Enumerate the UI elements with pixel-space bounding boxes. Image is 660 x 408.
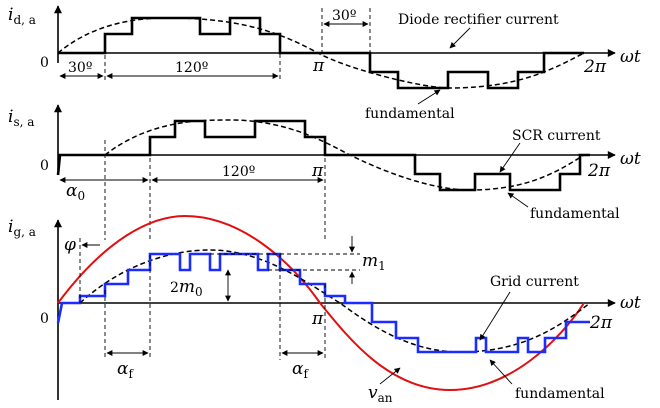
top-fundamental-pointer — [417, 89, 441, 105]
top-pi-label: π — [312, 56, 325, 76]
bot-two-pi-label: 2π — [589, 313, 613, 333]
bot-origin-label: 0 — [40, 311, 49, 327]
bot-fundamental-curve — [79, 249, 591, 353]
top-y-label: id, a — [8, 5, 36, 27]
bot-grid-voltage-curve — [57, 214, 585, 392]
top-diode-current-wave — [58, 16, 584, 90]
top-angle-30-right-label: 30º — [332, 8, 356, 24]
top-curve-label: Diode rectifier current — [398, 12, 559, 28]
mid-x-axis-label: ωt — [620, 149, 641, 169]
mid-pi-label: π — [311, 161, 324, 181]
top-x-axis-label: ωt — [620, 47, 641, 67]
panel-grid: ig, a 0 ωt π 2π φ m1 2m0 αf αf Grid curr… — [8, 214, 641, 405]
bot-fundamental-label: fundamental — [515, 386, 605, 402]
bot-grid-current-wave — [56, 252, 590, 354]
top-curve-pointer — [449, 27, 471, 49]
bot-alpha-f-left-label: αf — [117, 359, 134, 381]
bot-phi-label: φ — [64, 235, 76, 255]
top-origin-label: 0 — [40, 55, 49, 71]
mid-angle-120-label: 120º — [222, 164, 255, 180]
mid-two-pi-label: 2π — [587, 161, 611, 181]
mid-curve-pointer — [499, 142, 521, 173]
mid-alpha0-label: α0 — [66, 181, 85, 203]
top-two-pi-label: 2π — [583, 57, 607, 77]
top-angle-120-label: 120º — [175, 60, 208, 76]
bot-voltage-label: van — [368, 383, 393, 405]
panel-diode-rectifier: id, a 0 ωt π 2π 30º 120º 30º Diode recti… — [8, 5, 641, 122]
mid-fundamental-pointer — [507, 192, 529, 208]
mid-fundamental-label: fundamental — [530, 206, 620, 222]
bot-fundamental-pointer — [489, 359, 513, 385]
mid-y-label: is, a — [8, 107, 34, 129]
top-angle-30-left-label: 30º — [68, 60, 92, 76]
bot-pi-label: π — [311, 309, 324, 329]
bot-alpha-f-right-label: αf — [292, 359, 309, 381]
bot-curve-label: Grid current — [490, 274, 579, 290]
mid-origin-label: 0 — [40, 158, 49, 174]
bot-y-label: ig, a — [8, 217, 36, 239]
bot-curve-pointer — [479, 291, 511, 341]
bot-m1-label: m1 — [362, 251, 386, 273]
mid-curve-label: SCR current — [512, 128, 601, 144]
bot-voltage-pointer — [379, 367, 401, 385]
top-fundamental-label: fundamental — [365, 106, 455, 122]
bot-x-axis-label: ωt — [620, 293, 641, 313]
panel-scr: is, a 0 ωt π 2π α0 120º SCR current fund… — [8, 104, 641, 240]
bot-2m0-label: 2m0 — [170, 277, 203, 299]
